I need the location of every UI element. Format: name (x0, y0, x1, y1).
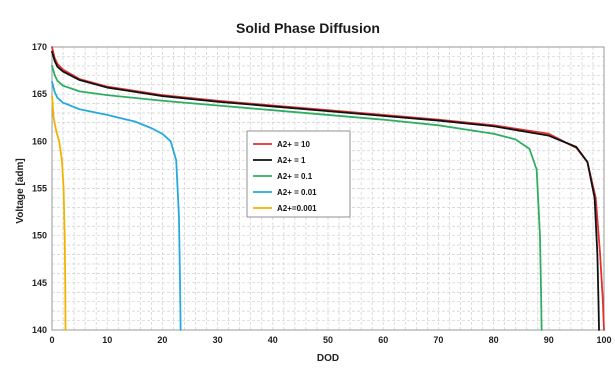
x-tick-label: 100 (596, 335, 611, 345)
legend-label: A2+ = 0.01 (277, 188, 317, 197)
y-axis-label: Voltage [adm] (15, 158, 26, 223)
series-line-4 (51, 95, 67, 331)
x-tick-label: 70 (433, 335, 443, 345)
x-tick-label: 0 (49, 335, 54, 345)
x-tick-label: 30 (213, 335, 223, 345)
legend-label: A2+ = 1 (277, 156, 306, 165)
legend-label: A2+ = 0.1 (277, 172, 313, 181)
plot-border (51, 46, 605, 331)
legend: A2+ = 10 A2+ = 1 A2+ = 0.1 A2+ = 0.01 A2+=0.… (246, 130, 351, 218)
series-layer (51, 46, 605, 331)
y-tick-label: 165 (32, 89, 47, 99)
legend-box (246, 130, 351, 218)
grid (51, 46, 605, 331)
y-tick-label: 140 (32, 325, 47, 335)
x-tick-label: 60 (378, 335, 388, 345)
x-tick-label: 40 (268, 335, 278, 345)
plot-frame (51, 46, 605, 331)
x-tick-label: 90 (544, 335, 554, 345)
chart-title: Solid Phase Diffusion (236, 20, 380, 36)
x-axis-label: DOD (317, 353, 339, 364)
x-tick-label: 50 (323, 335, 333, 345)
y-tick-label: 150 (32, 231, 47, 241)
y-tick-label: 170 (32, 42, 47, 52)
x-tick-labels: 0 10 20 30 40 50 60 70 80 90 100 (49, 335, 611, 345)
series-line-3 (51, 81, 182, 331)
y-tick-labels: 140 145 150 155 160 165 170 (32, 42, 47, 335)
y-tick-label: 160 (32, 136, 47, 146)
y-tick-label: 145 (32, 278, 47, 288)
x-tick-label: 10 (102, 335, 112, 345)
x-tick-label: 20 (157, 335, 167, 345)
series-line-2 (51, 64, 543, 331)
y-tick-label: 155 (32, 184, 47, 194)
legend-label: A2+=0.001 (277, 204, 317, 213)
series-line-1 (51, 50, 600, 331)
legend-label: A2+ = 10 (277, 140, 310, 149)
x-tick-label: 80 (489, 335, 499, 345)
